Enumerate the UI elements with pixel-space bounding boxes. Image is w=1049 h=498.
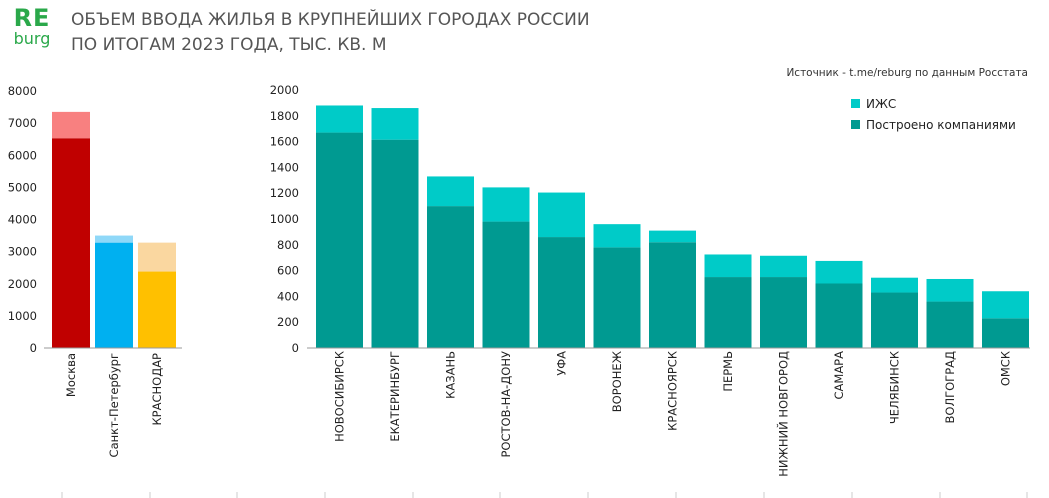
bar-izhs-4 [538,192,585,238]
y-tick-label-right: 1200 [270,186,299,200]
category-label-right: ЧЕЛЯБИНСК [888,351,902,424]
y-tick-label-right: 1400 [270,160,299,174]
reburg-logo: RE burg [10,6,54,47]
legend-swatch-izhs [851,99,860,108]
bar-companies-1 [371,139,419,348]
bar-base-1 [95,242,133,348]
category-label-right: КРАСНОЯРСК [666,351,680,431]
y-tick-label-right: 600 [277,264,299,278]
bar-izhs-7 [704,254,752,278]
bar-companies-10 [871,292,918,348]
chart-title-line-1: ОБЪЕМ ВВОДА ЖИЛЬЯ В КРУПНЕЙШИХ ГОРОДАХ Р… [71,10,590,30]
bar-izhs-6 [649,230,696,243]
bar-companies-0 [316,132,363,348]
category-label-left: Санкт-Петербург [107,353,121,457]
bar-izhs-8 [760,255,807,278]
bar-companies-4 [538,237,585,348]
y-tick-label-left: 4000 [8,213,37,227]
bar-izhs-2 [427,176,474,207]
y-tick-label-right: 1600 [270,135,299,149]
source-note: Источник - t.me/reburg по данным Росстат… [786,67,1028,79]
legend-swatch-companies [851,120,860,129]
y-tick-label-right: 400 [277,289,299,303]
y-tick-label-left: 7000 [8,116,37,130]
category-label-right: КАЗАНЬ [444,351,458,399]
chart-title: ОБЪЕМ ВВОДА ЖИЛЬЯ В КРУПНЕЙШИХ ГОРОДАХ Р… [71,8,590,58]
category-label-right: ПЕРМЬ [721,351,735,392]
bar-companies-6 [649,242,696,348]
bar-top-0 [52,111,90,139]
bar-izhs-10 [871,277,918,293]
y-tick-label-right: 800 [277,238,299,252]
bar-izhs-11 [926,278,974,302]
legend-label-companies: Построено компаниями [866,118,1016,132]
bar-companies-11 [926,301,974,348]
y-tick-label-left: 6000 [8,148,37,162]
category-label-right: РОСТОВ-НА-ДОНУ [499,351,513,458]
y-tick-label-right: 1800 [270,109,299,123]
category-label-left: Москва [64,353,78,397]
category-label-right: ОМСК [999,351,1013,386]
bar-companies-9 [815,283,863,348]
bar-izhs-12 [982,291,1029,319]
y-tick-label-left: 2000 [8,277,37,291]
bar-izhs-0 [316,105,363,133]
y-tick-label-left: 3000 [8,245,37,259]
category-label-right: ВОРОНЕЖ [610,350,624,412]
bar-top-1 [95,235,133,243]
category-label-right: ЕКАТЕРИНБУРГ [388,351,402,442]
logo-text-top: RE [13,4,51,32]
bar-companies-2 [427,206,474,348]
logo-text-bottom: burg [13,29,51,48]
legend-label-izhs: ИЖС [866,97,896,111]
category-label-right: НОВОСИБИРСК [333,351,347,442]
bar-companies-12 [982,318,1029,348]
bar-base-0 [52,138,90,348]
category-label-right: УФА [555,351,569,376]
bar-companies-7 [704,277,752,348]
category-label-right: НИЖНИЙ НОВГОРОД [776,351,791,477]
bar-izhs-1 [371,108,419,140]
bar-top-2 [138,242,176,272]
bar-companies-5 [593,247,641,348]
bar-companies-8 [760,277,807,348]
category-label-right: САМАРА [832,351,846,400]
y-tick-label-right: 200 [277,315,299,329]
category-label-left: КРАСНОДАР [150,353,164,426]
y-tick-label-left: 1000 [8,309,37,323]
y-tick-label-right: 2000 [270,83,299,97]
y-tick-label-right: 0 [292,341,299,355]
y-tick-label-right: 1000 [270,212,299,226]
bar-izhs-3 [482,187,530,222]
category-label-right: ВОЛГОГРАД [943,351,957,423]
y-tick-label-left: 8000 [8,84,37,98]
bar-izhs-5 [593,224,641,248]
bar-base-2 [138,271,176,348]
bar-izhs-9 [815,260,863,284]
y-tick-label-left: 5000 [8,180,37,194]
chart-title-line-2: ПО ИТОГАМ 2023 ГОДА, ТЫС. КВ. М [71,35,387,55]
bar-companies-3 [482,221,530,348]
y-tick-label-left: 0 [30,341,37,355]
